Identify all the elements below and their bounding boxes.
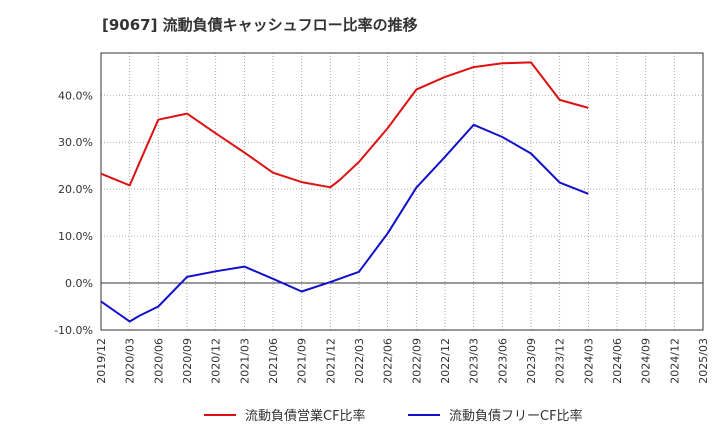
y-tick-label: 40.0% xyxy=(58,89,93,102)
x-tick-label: 2020/03 xyxy=(124,338,137,384)
y-tick-label: 0.0% xyxy=(65,277,93,290)
series-lines xyxy=(100,61,589,323)
x-tick-label: 2024/12 xyxy=(668,338,681,384)
y-tick-label: 10.0% xyxy=(58,230,93,243)
x-tick-label: 2024/06 xyxy=(611,338,624,384)
y-tick-label: 20.0% xyxy=(58,183,93,196)
series-line-2 xyxy=(100,123,589,323)
grid-lines xyxy=(100,53,704,331)
chart-title: [9067] 流動負債キャッシュフロー比率の推移 xyxy=(102,16,418,34)
y-tick-label: -10.0% xyxy=(54,324,93,337)
legend: 流動負債営業CF比率 流動負債フリーCF比率 xyxy=(204,408,583,424)
x-tick-label: 2023/12 xyxy=(554,338,567,384)
x-tick-label: 2024/09 xyxy=(640,338,653,384)
series-line-1 xyxy=(100,61,589,189)
x-tick-label: 2023/09 xyxy=(525,338,538,384)
x-tick-label: 2023/03 xyxy=(468,338,481,384)
plot-area xyxy=(101,53,703,330)
x-tick-label: 2020/06 xyxy=(152,338,165,384)
x-tick-label: 2020/09 xyxy=(181,338,194,384)
legend-label-1: 流動負債営業CF比率 xyxy=(245,408,366,424)
x-tick-label: 2022/03 xyxy=(353,338,366,384)
axes: 2019/12 2020/03 2020/06 2020/09 2020/12 2021/… xyxy=(54,52,710,384)
y-tick-label: 30.0% xyxy=(58,136,93,149)
x-tick-label: 2021/12 xyxy=(324,338,337,384)
x-tick-label: 2023/06 xyxy=(496,338,509,384)
x-tick-label: 2021/03 xyxy=(238,338,251,384)
x-tick-label: 2022/09 xyxy=(410,338,423,384)
legend-label-2: 流動負債フリーCF比率 xyxy=(449,408,583,424)
x-tick-label: 2022/12 xyxy=(439,338,452,384)
x-tick-label: 2020/12 xyxy=(210,338,223,384)
x-tick-label: 2019/12 xyxy=(95,338,108,384)
plot-frame xyxy=(100,52,704,331)
x-tick-label: 2022/06 xyxy=(382,338,395,384)
x-tick-label: 2021/06 xyxy=(267,338,280,384)
x-tick-label: 2024/03 xyxy=(582,338,595,384)
x-tick-label: 2025/03 xyxy=(697,338,710,384)
x-tick-label: 2021/09 xyxy=(296,338,309,384)
